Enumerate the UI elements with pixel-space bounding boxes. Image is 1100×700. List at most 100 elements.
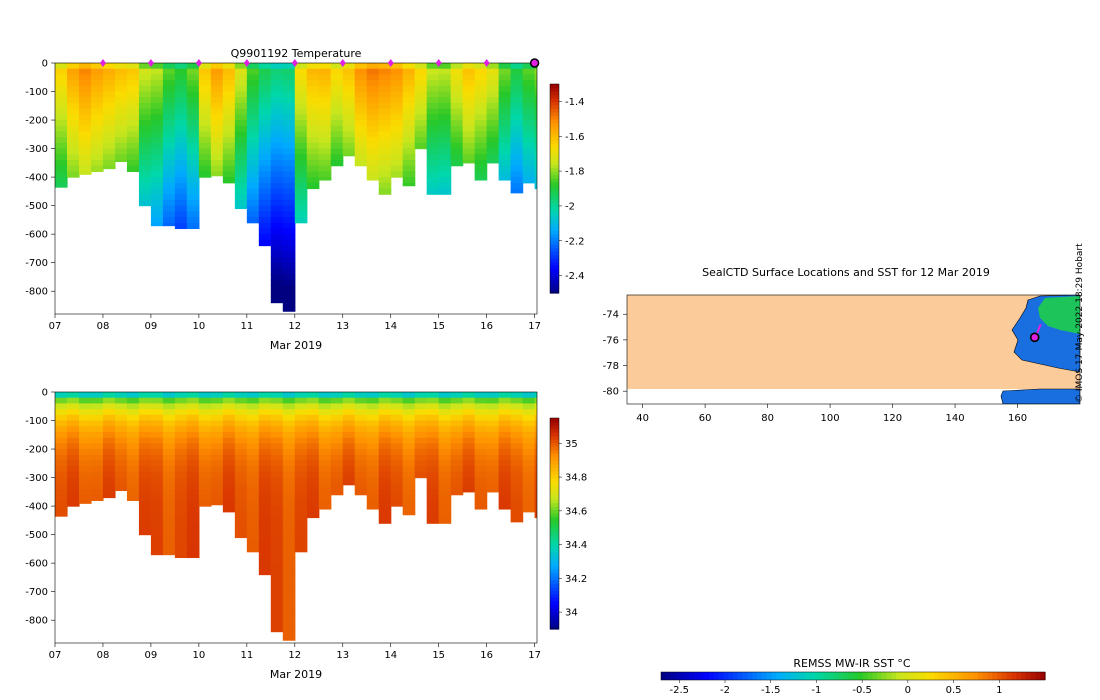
heatmap-cell <box>78 500 92 504</box>
heatmap-cell <box>234 125 248 133</box>
heatmap-cell <box>246 511 260 519</box>
heatmap-cell <box>282 557 296 564</box>
heatmap-cell <box>246 148 260 155</box>
map-y-ticks: -74-76-78-80 <box>603 310 627 398</box>
heatmap-cell <box>390 494 404 501</box>
colorbar-segment <box>550 604 559 609</box>
heatmap-cell <box>462 409 476 416</box>
heatmap-cell <box>78 125 92 133</box>
heatmap-cell <box>474 403 488 410</box>
heatmap-cell <box>282 251 296 258</box>
map-x-tick-label: 60 <box>699 413 712 424</box>
colorbar-tick-label: -1.4 <box>565 97 585 108</box>
heatmap-cell <box>138 477 152 484</box>
heatmap-cell <box>498 471 512 479</box>
heatmap-cell <box>102 403 116 410</box>
heatmap-cell <box>174 205 188 212</box>
heatmap-cell <box>162 506 176 513</box>
heatmap-cell <box>402 80 416 87</box>
heatmap-cell <box>474 437 488 444</box>
heatmap-cell <box>354 114 368 121</box>
heatmap-cell <box>270 557 284 564</box>
heatmap-cell <box>354 431 368 439</box>
heatmap-cell <box>234 397 248 404</box>
heatmap-cell <box>150 177 164 184</box>
heatmap-cell <box>150 403 164 410</box>
heatmap-cell <box>258 188 272 195</box>
colorbar-segment <box>550 537 559 542</box>
heatmap-cell <box>414 142 428 150</box>
heatmap-cell <box>270 188 284 195</box>
heatmap-cell <box>282 256 296 264</box>
heatmap-cell <box>486 420 500 427</box>
heatmap-cell <box>354 80 368 87</box>
heatmap-cell <box>366 426 380 433</box>
heatmap-cell <box>402 131 416 138</box>
heatmap-cell <box>162 171 176 178</box>
heatmap-cell <box>438 85 452 93</box>
colorbar-segment <box>550 104 559 109</box>
heatmap-cell <box>438 177 452 184</box>
heatmap-cell <box>234 443 248 450</box>
heatmap-cell <box>55 414 68 422</box>
map-title: SealCTD Surface Locations and SST for 12… <box>702 266 990 279</box>
heatmap-cell <box>162 211 176 218</box>
heatmap-cell <box>414 443 428 450</box>
heatmap-cell <box>174 125 188 133</box>
heatmap-cell <box>450 397 464 404</box>
heatmap-cell <box>342 85 356 93</box>
heatmap-cell <box>258 534 272 541</box>
heatmap-cell <box>270 108 284 115</box>
heatmap-cell <box>450 102 464 110</box>
heatmap-cell <box>390 63 404 70</box>
heatmap-cell <box>258 523 272 530</box>
heatmap-cell <box>390 443 404 450</box>
heatmap-cell <box>402 154 416 161</box>
heatmap-cell <box>186 171 200 178</box>
heatmap-cell <box>402 409 416 416</box>
heatmap-cell <box>330 477 344 484</box>
heatmap-cell <box>78 477 92 484</box>
heatmap-cell <box>186 217 200 224</box>
heatmap-cell <box>534 131 537 138</box>
heatmap-cell <box>498 466 512 473</box>
heatmap-cell <box>234 437 248 444</box>
heatmap-cell <box>294 68 308 75</box>
heatmap-cell <box>66 171 80 178</box>
heatmap-cell <box>186 205 200 212</box>
heatmap-cell <box>222 165 236 172</box>
heatmap-cell <box>414 125 428 133</box>
heatmap-cell <box>162 523 176 530</box>
heatmap-cell <box>282 392 296 399</box>
heatmap-cell <box>234 500 248 507</box>
heatmap-cell <box>138 125 152 133</box>
heatmap-cell <box>186 523 200 530</box>
heatmap-cell <box>306 403 320 410</box>
heatmap-cell <box>534 154 537 161</box>
heatmap-cell <box>282 551 296 559</box>
heatmap-cell <box>402 68 416 75</box>
heatmap-cell <box>114 431 128 439</box>
heatmap-cell <box>282 568 296 576</box>
heatmap-cell <box>306 114 320 121</box>
y-tick-label: -400 <box>25 502 48 513</box>
heatmap-cell <box>342 449 356 456</box>
y-tick-label: -600 <box>25 230 48 241</box>
heatmap-cell <box>246 477 260 484</box>
heatmap-cell <box>102 74 116 81</box>
heatmap-cell <box>210 142 224 150</box>
heatmap-cell <box>486 449 500 456</box>
heatmap-cell <box>78 120 92 127</box>
x-tick-label: 16 <box>480 650 493 661</box>
heatmap-cell <box>66 80 80 87</box>
heatmap-cell <box>270 274 284 281</box>
heatmap-cell <box>126 68 140 75</box>
heatmap-cell <box>270 431 284 439</box>
sst-colorbar-segment <box>723 672 729 680</box>
heatmap-cell <box>102 449 116 456</box>
heatmap-cell <box>354 142 368 150</box>
heatmap-cell <box>498 494 512 501</box>
heatmap-cell <box>90 125 104 133</box>
heatmap-cell <box>366 454 380 462</box>
sst-colorbar-segment <box>1040 672 1046 680</box>
